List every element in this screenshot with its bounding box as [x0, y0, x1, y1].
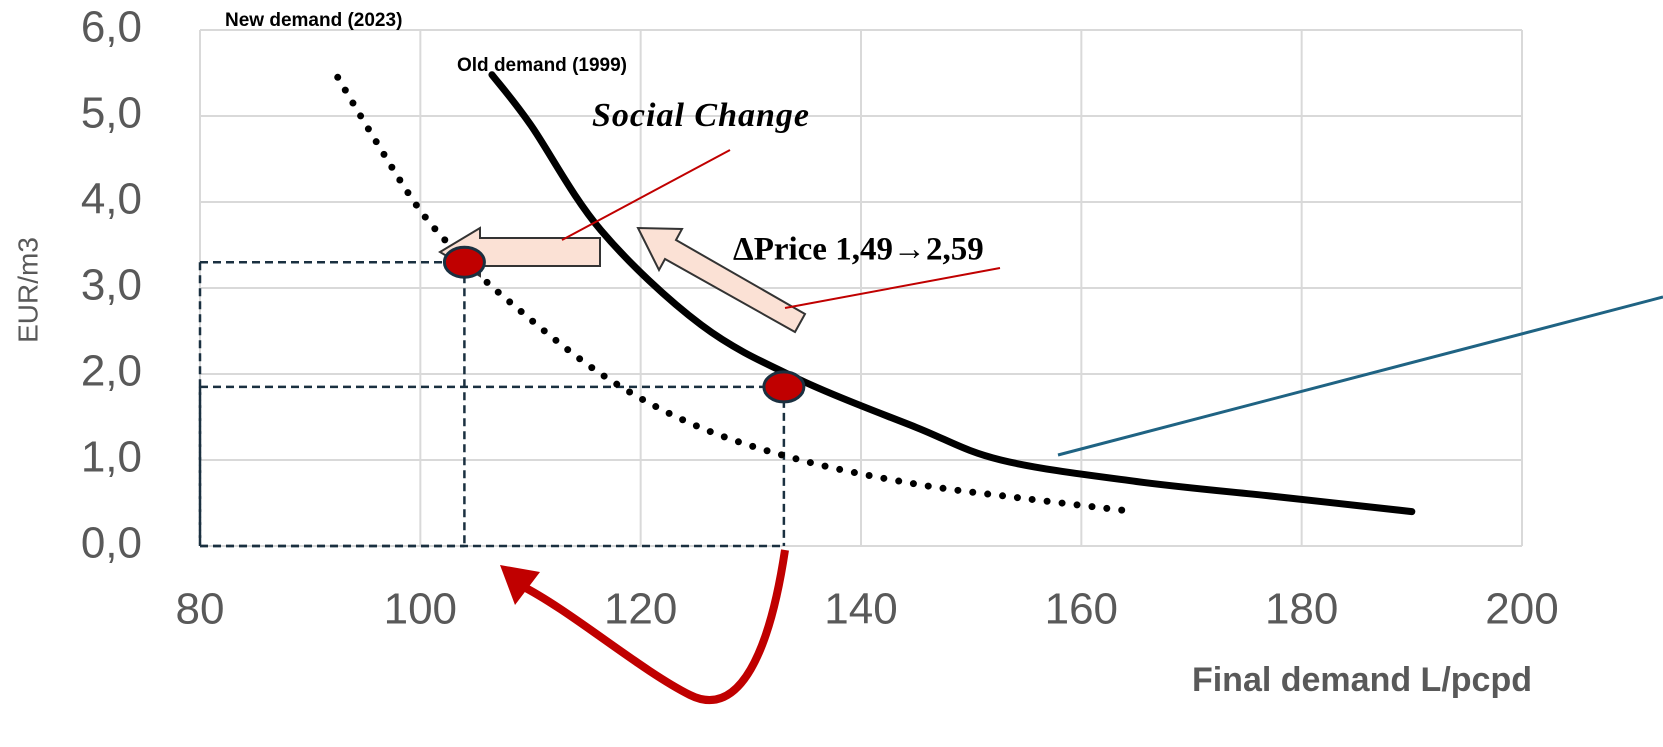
demand-curve	[488, 71, 1416, 516]
x-tick-label: 160	[1045, 585, 1118, 634]
y-axis-title: EUR/m3	[12, 237, 43, 343]
shift-arrow	[518, 549, 789, 705]
price-arrow	[636, 226, 807, 334]
shift-arrowhead	[500, 565, 540, 605]
y-tick-label: 6,0	[81, 3, 142, 52]
annotation: ΔPrice 1,49→2,59	[733, 232, 984, 268]
point	[442, 245, 486, 279]
annotation: Social Change	[592, 97, 810, 134]
demand-curve	[334, 73, 1138, 516]
x-tick-label: 200	[1485, 585, 1558, 634]
y-tick-label: 5,0	[81, 89, 142, 138]
y-tick-label: 3,0	[81, 261, 142, 310]
point	[762, 370, 806, 404]
pointer-line	[784, 267, 1001, 309]
curves	[334, 71, 1416, 516]
x-axis-title: Final demand L/pcpd	[1192, 661, 1532, 699]
x-tick-label: 120	[604, 585, 677, 634]
y-tick-label: 0,0	[81, 519, 142, 568]
x-tick-label: 80	[176, 585, 225, 634]
y-tick-label: 2,0	[81, 347, 142, 396]
x-tick-label: 180	[1265, 585, 1338, 634]
grid	[199, 29, 1523, 547]
decor-line	[1057, 295, 1663, 457]
series-label: New demand (2023)	[225, 10, 402, 31]
pointer-line	[561, 149, 731, 241]
x-tick-label: 140	[824, 585, 897, 634]
x-tick-label: 100	[384, 585, 457, 634]
series-label: Old demand (1999)	[457, 55, 627, 76]
y-tick-label: 1,0	[81, 433, 142, 482]
points	[442, 245, 806, 404]
y-tick-label: 4,0	[81, 175, 142, 224]
guides	[198, 260, 786, 548]
